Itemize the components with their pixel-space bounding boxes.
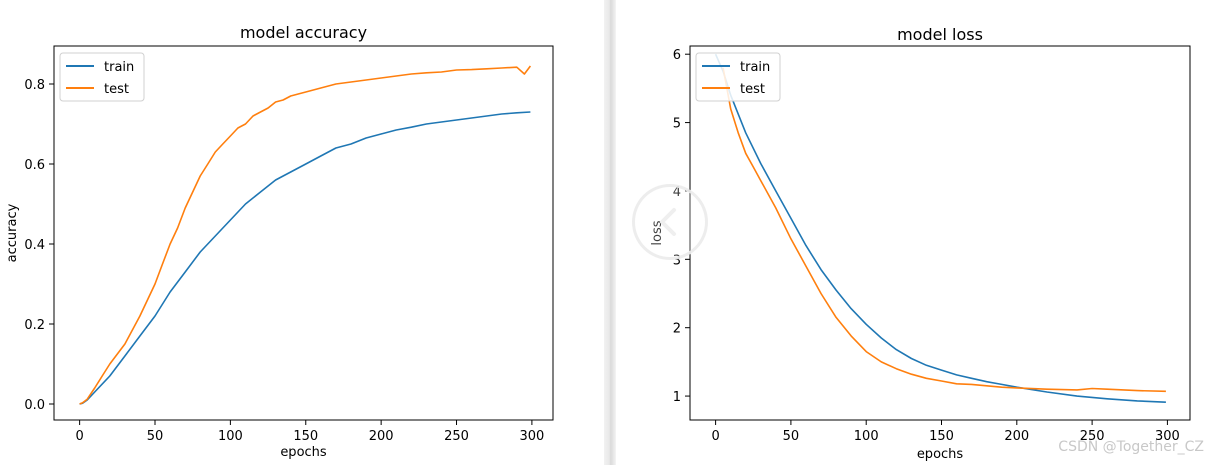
y-tick-label: 6 (673, 48, 681, 63)
x-tick-label: 200 (1004, 429, 1029, 444)
x-tick-label: 250 (444, 429, 469, 444)
plot-frame (689, 45, 1191, 421)
series-line-train (714, 53, 1166, 403)
previous-image-button[interactable] (632, 184, 708, 260)
x-tick-label: 300 (1155, 429, 1180, 444)
y-tick-label: 0.0 (24, 398, 45, 413)
x-tick-label: 300 (519, 429, 544, 444)
x-tick-label: 250 (1080, 429, 1105, 444)
y-tick-label: 1 (673, 390, 681, 405)
x-tick-label: 50 (783, 429, 800, 444)
chart-title: model accuracy (240, 23, 367, 42)
y-axis-label: accuracy (5, 203, 20, 262)
x-tick-label: 100 (218, 429, 243, 444)
x-tick-label: 50 (147, 429, 164, 444)
legend-label-train: train (104, 60, 134, 75)
y-tick-label: 0.6 (24, 158, 45, 173)
legend-label-test: test (740, 82, 765, 97)
y-tick-label: 0.4 (24, 238, 45, 253)
plot-frame (53, 45, 554, 421)
legend-label-test: test (104, 82, 129, 97)
chart-legend: train test (59, 52, 145, 102)
chart-legend: train test (695, 52, 781, 102)
chevron-left-icon (660, 208, 676, 236)
x-tick-label: 0 (75, 429, 83, 444)
accuracy-chart: model accuracy 0 50 100 150 200 250 300 0.0 0.2 0.… (5, 23, 554, 460)
x-tick-label: 200 (369, 429, 394, 444)
y-tick-label: 5 (673, 117, 681, 132)
loss-chart-panel: model loss 0 50 100 150 200 250 300 1 2 3 4 5 6 epochs… (616, 0, 1218, 465)
y-tick-label: 0.2 (24, 318, 45, 333)
y-tick-label: 2 (673, 322, 681, 337)
x-axis-label: epochs (917, 447, 964, 462)
x-tick-label: 150 (929, 429, 954, 444)
series-line-train (79, 111, 531, 405)
accuracy-chart-panel: model accuracy 0 50 100 150 200 250 300 0.0 0.2 0.… (0, 0, 604, 465)
panel-divider (604, 0, 616, 465)
y-tick-label: 3 (673, 253, 681, 268)
series-line-test (722, 67, 1166, 393)
y-tick-label: 0.8 (24, 78, 45, 93)
x-tick-label: 150 (293, 429, 318, 444)
x-tick-label: 100 (854, 429, 879, 444)
x-tick-label: 0 (711, 429, 719, 444)
legend-label-train: train (740, 60, 770, 75)
watermark: CSDN @Together_CZ (1058, 439, 1204, 455)
chart-title: model loss (897, 25, 983, 44)
x-axis-label: epochs (280, 445, 327, 460)
series-line-test (79, 65, 532, 405)
